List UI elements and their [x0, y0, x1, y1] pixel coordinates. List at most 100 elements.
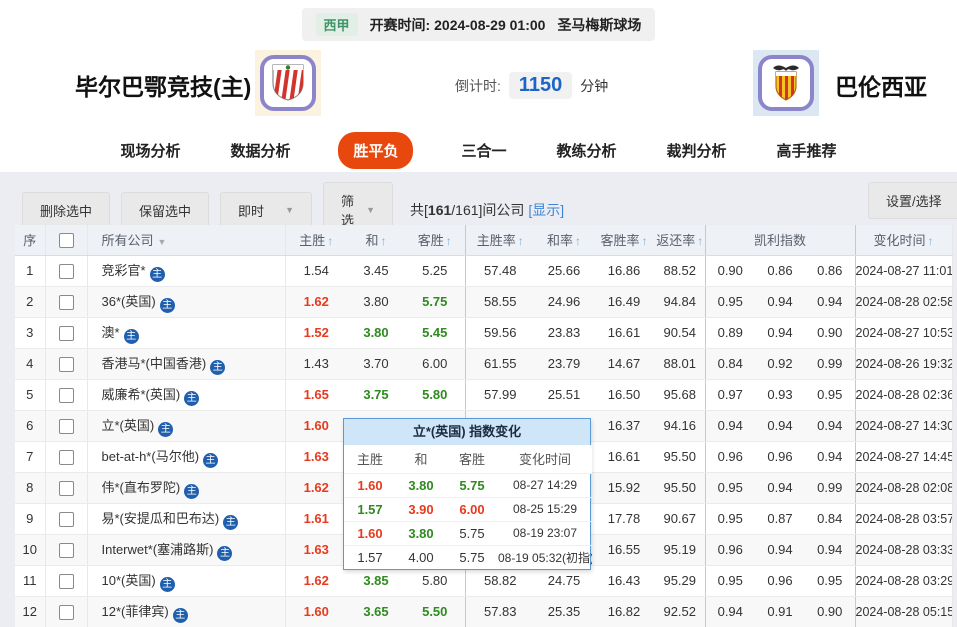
tab-data-analysis[interactable]: 数据分析	[230, 142, 291, 160]
company-name[interactable]: 10*(英国)	[101, 572, 156, 588]
row-checkbox[interactable]	[58, 294, 74, 310]
company-name[interactable]: bet-at-h*(马尔他)	[101, 448, 200, 464]
away-odds-cell[interactable]: 5.75	[405, 286, 466, 318]
header-return-rate[interactable]: 返还率 ↑	[655, 225, 706, 256]
draw-odds-cell[interactable]: 3.75	[347, 379, 405, 411]
company-cell[interactable]: Interwet*(塞浦路斯) 主	[87, 534, 286, 566]
company-name[interactable]: 立*(英国)	[101, 417, 155, 433]
company-cell[interactable]: 36*(英国) 主	[87, 286, 286, 318]
header-home-odds[interactable]: 主胜 ↑	[285, 225, 347, 256]
row-select-cell[interactable]	[45, 596, 88, 627]
row-checkbox[interactable]	[58, 573, 74, 589]
away-odds-cell[interactable]: 5.45	[405, 317, 466, 349]
row-checkbox[interactable]	[58, 480, 74, 496]
home-team-logo	[255, 50, 321, 116]
time-mode-dropdown[interactable]: 即时 ▼	[220, 191, 313, 229]
company-cell[interactable]: 易*(安提瓜和巴布达) 主	[87, 503, 286, 535]
company-name[interactable]: 澳*	[101, 324, 120, 340]
row-select-cell[interactable]	[45, 534, 88, 566]
home-odds-cell[interactable]: 1.60	[285, 596, 347, 627]
row-select-cell[interactable]	[45, 317, 88, 349]
draw-odds-cell[interactable]: 3.80	[347, 317, 405, 349]
home-odds-cell[interactable]: 1.63	[285, 441, 347, 473]
company-cell[interactable]: 威廉希*(英国) 主	[87, 379, 286, 411]
home-odds-cell[interactable]: 1.52	[285, 317, 347, 349]
company-cell[interactable]: 12*(菲律宾) 主	[87, 596, 286, 627]
home-odds-cell[interactable]: 1.54	[285, 255, 347, 287]
header-away-rate[interactable]: 客胜率 ↑	[593, 225, 655, 256]
row-select-cell[interactable]	[45, 565, 88, 597]
draw-odds-cell[interactable]: 3.80	[347, 286, 405, 318]
tab-three-in-one[interactable]: 三合一	[461, 142, 507, 160]
company-cell[interactable]: 澳* 主	[87, 317, 286, 349]
company-cell[interactable]: 香港马*(中国香港) 主	[87, 348, 286, 380]
row-checkbox[interactable]	[58, 542, 74, 558]
away-odds-cell[interactable]: 5.50	[405, 596, 466, 627]
popup-row: 1.60 3.80 5.75 08-27 14:29	[344, 472, 592, 497]
company-name[interactable]: 伟*(直布罗陀)	[101, 479, 181, 495]
row-select-cell[interactable]	[45, 472, 88, 504]
home-odds-cell[interactable]: 1.65	[285, 379, 347, 411]
company-name[interactable]: 威廉希*(英国)	[101, 386, 181, 402]
show-link[interactable]: [显示]	[528, 202, 565, 218]
row-checkbox[interactable]	[58, 325, 74, 341]
row-select-cell[interactable]	[45, 348, 88, 380]
draw-odds-cell[interactable]: 3.65	[347, 596, 405, 627]
header-away-odds[interactable]: 客胜 ↑	[405, 225, 466, 256]
company-name[interactable]: 易*(安提瓜和巴布达)	[101, 510, 220, 526]
away-odds-cell[interactable]: 5.25	[405, 255, 466, 287]
row-select-cell[interactable]	[45, 379, 88, 411]
row-checkbox[interactable]	[58, 511, 74, 527]
away-odds-cell[interactable]: 6.00	[405, 348, 466, 380]
row-checkbox[interactable]	[58, 604, 74, 620]
row-index-cell: 6	[15, 410, 46, 442]
header-home-rate[interactable]: 主胜率 ↑	[465, 225, 535, 256]
row-checkbox[interactable]	[58, 263, 74, 279]
row-select-cell[interactable]	[45, 410, 88, 442]
row-checkbox[interactable]	[58, 356, 74, 372]
tab-coach-analysis[interactable]: 教练分析	[556, 142, 617, 160]
home-odds-cell[interactable]: 1.63	[285, 534, 347, 566]
company-cell[interactable]: 10*(英国) 主	[87, 565, 286, 597]
away-odds-cell[interactable]: 5.80	[405, 379, 466, 411]
header-select-all[interactable]	[45, 225, 88, 256]
header-draw-rate[interactable]: 和率 ↑	[535, 225, 593, 256]
company-name[interactable]: Interwet*(塞浦路斯)	[101, 541, 214, 557]
delete-selected-button[interactable]: 删除选中	[22, 191, 111, 229]
company-cell[interactable]: 竞彩官* 主	[87, 255, 286, 287]
draw-odds-cell[interactable]: 3.45	[347, 255, 405, 287]
keep-selected-button[interactable]: 保留选中	[121, 191, 210, 229]
header-company[interactable]: 所有公司 ▼	[87, 225, 286, 256]
company-cell[interactable]: 伟*(直布罗陀) 主	[87, 472, 286, 504]
home-odds-cell[interactable]: 1.43	[285, 348, 347, 380]
home-odds-cell[interactable]: 1.60	[285, 410, 347, 442]
draw-odds-cell[interactable]: 3.85	[347, 565, 405, 597]
select-all-checkbox[interactable]	[58, 232, 74, 248]
company-name[interactable]: 36*(英国)	[101, 293, 156, 309]
company-cell[interactable]: bet-at-h*(马尔他) 主	[87, 441, 286, 473]
home-odds-cell[interactable]: 1.62	[285, 472, 347, 504]
row-checkbox[interactable]	[58, 418, 74, 434]
company-name[interactable]: 竞彩官*	[101, 262, 146, 278]
company-name[interactable]: 12*(菲律宾)	[101, 603, 169, 619]
away-odds-cell[interactable]: 5.80	[405, 565, 466, 597]
home-odds-cell[interactable]: 1.62	[285, 286, 347, 318]
home-odds-cell[interactable]: 1.61	[285, 503, 347, 535]
header-change-time[interactable]: 变化时间 ↑	[855, 225, 953, 256]
company-name[interactable]: 香港马*(中国香港)	[101, 355, 207, 371]
tab-expert-picks[interactable]: 高手推荐	[776, 142, 837, 160]
tab-referee-analysis[interactable]: 裁判分析	[666, 142, 727, 160]
row-checkbox[interactable]	[58, 449, 74, 465]
row-select-cell[interactable]	[45, 441, 88, 473]
row-select-cell[interactable]	[45, 503, 88, 535]
row-select-cell[interactable]	[45, 286, 88, 318]
home-odds-cell[interactable]: 1.62	[285, 565, 347, 597]
row-checkbox[interactable]	[58, 387, 74, 403]
tab-live-analysis[interactable]: 现场分析	[120, 142, 181, 160]
company-cell[interactable]: 立*(英国) 主	[87, 410, 286, 442]
header-draw-odds[interactable]: 和 ↑	[347, 225, 405, 256]
tab-win-draw-lose[interactable]: 胜平负	[338, 131, 414, 169]
draw-odds-cell[interactable]: 3.70	[347, 348, 405, 380]
settings-button[interactable]: 设置/选择	[868, 182, 957, 219]
row-select-cell[interactable]	[45, 255, 88, 287]
